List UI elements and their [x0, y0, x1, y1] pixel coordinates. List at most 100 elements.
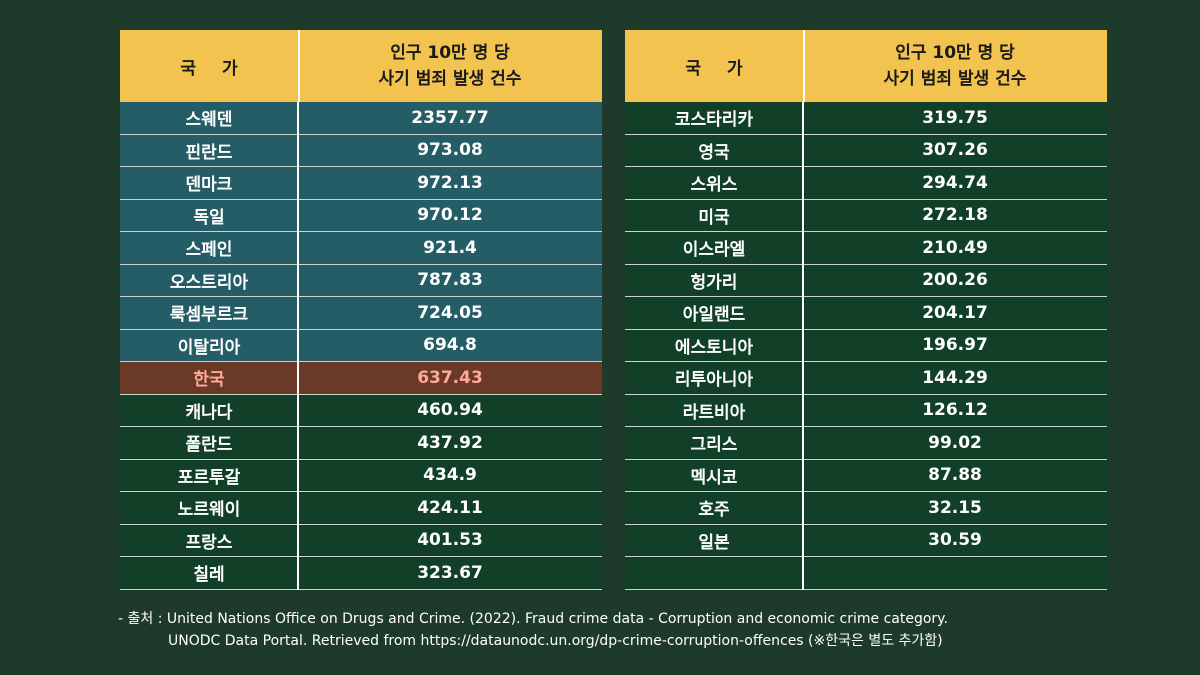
value-cell: 401.53 — [417, 530, 483, 551]
value-cell: 196.97 — [922, 335, 988, 356]
value-column-header: 인구 10만 명 당 사기 범죄 발생 건수 — [298, 40, 602, 92]
country-cell: 프랑스 — [185, 532, 233, 553]
table-row: 호주 32.15 — [625, 492, 1107, 525]
value-cell: 294.74 — [922, 172, 988, 193]
country-cell: 스위스 — [690, 175, 738, 196]
value-cell: 144.29 — [922, 367, 988, 388]
value-cell: 323.67 — [417, 562, 483, 583]
table-row: 리투아니아 144.29 — [625, 362, 1107, 395]
country-cell: 미국 — [698, 207, 730, 228]
country-cell: 헝가리 — [690, 272, 738, 293]
country-cell: 호주 — [698, 500, 730, 521]
table-row: 한국 637.43 — [120, 362, 602, 395]
right-table: 국 가 인구 10만 명 당 사기 범죄 발생 건수 코스타리카 319.75 영국… — [625, 30, 1107, 590]
value-header-line1: 인구 10만 명 당 — [390, 43, 510, 63]
table-row: 핀란드 973.08 — [120, 134, 602, 167]
value-cell: 460.94 — [417, 400, 483, 421]
table-row: 스웨덴 2357.77 — [120, 102, 602, 135]
source-footnote: - 출처 : United Nations Office on Drugs an… — [118, 608, 948, 652]
country-cell: 아일랜드 — [682, 305, 746, 326]
country-cell: 에스토니아 — [674, 337, 754, 358]
value-cell: 434.9 — [423, 465, 477, 486]
table-row: 이탈리아 694.8 — [120, 329, 602, 362]
table-row: 이스라엘 210.49 — [625, 232, 1107, 265]
right-table-body: 코스타리카 319.75 영국 307.26 스위스 294.74 미국 272.18 이스라엘… — [625, 102, 1107, 590]
table-row — [625, 557, 1107, 590]
table-row: 폴란드 437.92 — [120, 427, 602, 460]
country-cell: 스페인 — [185, 240, 233, 261]
table-row: 스위스 294.74 — [625, 167, 1107, 200]
value-cell: 637.43 — [417, 367, 483, 388]
value-header-line1: 인구 10만 명 당 — [895, 43, 1015, 63]
value-cell: 970.12 — [417, 205, 483, 226]
value-cell: 126.12 — [922, 400, 988, 421]
table-row: 그리스 99.02 — [625, 427, 1107, 460]
header-divider — [803, 30, 805, 102]
country-cell: 라트비아 — [682, 402, 746, 423]
table-header: 국 가 인구 10만 명 당 사기 범죄 발생 건수 — [625, 30, 1107, 102]
country-cell: 그리스 — [690, 435, 738, 456]
table-row: 노르웨이 424.11 — [120, 492, 602, 525]
country-cell: 노르웨이 — [177, 500, 241, 521]
value-cell: 973.08 — [417, 140, 483, 161]
value-cell: 210.49 — [922, 237, 988, 258]
country-cell: 덴마크 — [185, 175, 233, 196]
country-column-header: 국 가 — [180, 58, 248, 79]
country-cell: 일본 — [698, 532, 730, 553]
table-row: 에스토니아 196.97 — [625, 330, 1107, 362]
value-cell: 424.11 — [417, 497, 483, 518]
value-cell: 694.8 — [423, 335, 477, 356]
header-divider — [298, 30, 300, 102]
table-row: 독일 970.12 — [120, 199, 602, 232]
table-row: 영국 307.26 — [625, 135, 1107, 167]
table-row: 아일랜드 204.17 — [625, 297, 1107, 330]
country-cell: 오스트리아 — [169, 272, 249, 293]
table-row: 덴마크 972.13 — [120, 167, 602, 200]
value-cell: 32.15 — [928, 497, 982, 518]
country-cell: 이스라엘 — [682, 240, 746, 261]
table-row: 헝가리 200.26 — [625, 265, 1107, 297]
value-cell: 272.18 — [922, 205, 988, 226]
country-cell: 포르투갈 — [177, 467, 241, 488]
value-cell: 204.17 — [922, 302, 988, 323]
country-cell: 이탈리아 — [177, 337, 241, 358]
column-divider — [802, 102, 804, 590]
column-divider — [297, 102, 299, 590]
value-cell: 30.59 — [928, 530, 982, 551]
country-cell: 독일 — [193, 207, 225, 228]
table-row: 프랑스 401.53 — [120, 525, 602, 557]
value-cell: 724.05 — [417, 302, 483, 323]
value-cell: 972.13 — [417, 172, 483, 193]
table-row: 멕시코 87.88 — [625, 460, 1107, 492]
country-cell: 칠레 — [193, 565, 225, 586]
table-row: 룩셈부르크 724.05 — [120, 297, 602, 330]
value-header-line2: 사기 범죄 발생 건수 — [883, 69, 1027, 89]
value-cell: 2357.77 — [411, 107, 489, 128]
table-row: 라트비아 126.12 — [625, 395, 1107, 427]
country-cell: 코스타리카 — [674, 110, 754, 131]
country-cell: 폴란드 — [185, 435, 233, 456]
country-cell: 한국 — [193, 370, 225, 391]
table-row: 스페인 921.4 — [120, 232, 602, 265]
value-header-line2: 사기 범죄 발생 건수 — [378, 69, 522, 89]
table-header: 국 가 인구 10만 명 당 사기 범죄 발생 건수 — [120, 30, 602, 102]
table-row: 포르투갈 434.9 — [120, 460, 602, 492]
country-column-header: 국 가 — [685, 58, 753, 79]
value-cell: 787.83 — [417, 270, 483, 291]
table-row: 오스트리아 787.83 — [120, 264, 602, 297]
source-line-2: UNODC Data Portal. Retrieved from https:… — [168, 633, 943, 649]
value-cell: 437.92 — [417, 432, 483, 453]
country-cell: 룩셈부르크 — [169, 305, 249, 326]
table-row: 일본 30.59 — [625, 525, 1107, 557]
value-cell: 87.88 — [928, 465, 982, 486]
country-cell: 핀란드 — [185, 142, 233, 163]
value-cell: 99.02 — [928, 432, 982, 453]
value-cell: 319.75 — [922, 107, 988, 128]
value-column-header: 인구 10만 명 당 사기 범죄 발생 건수 — [803, 40, 1107, 92]
value-cell: 307.26 — [922, 140, 988, 161]
table-row: 칠레 323.67 — [120, 557, 602, 590]
left-table-body: 스웨덴 2357.77 핀란드 973.08 덴마크 972.13 독일 970.12 스페인 9… — [120, 102, 602, 590]
table-row: 코스타리카 319.75 — [625, 102, 1107, 135]
country-cell: 리투아니아 — [674, 370, 754, 391]
source-line-1: - 출처 : United Nations Office on Drugs an… — [118, 611, 948, 627]
